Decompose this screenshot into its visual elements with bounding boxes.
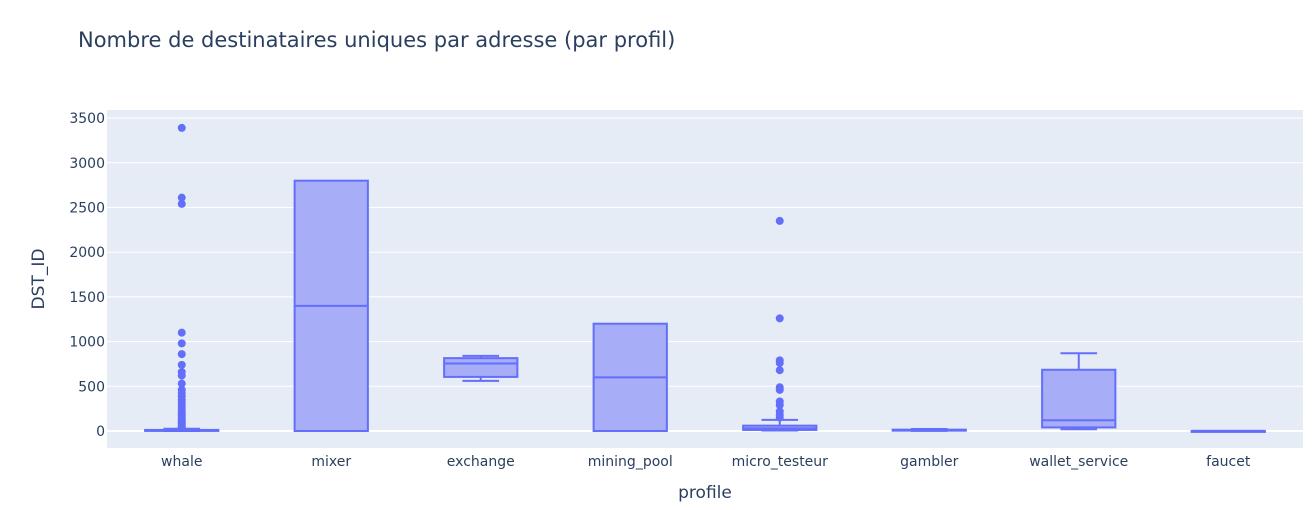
x-tick-label: micro_testeur	[732, 454, 829, 470]
box-mixer	[293, 179, 369, 432]
y-tick-label: 1500	[69, 290, 105, 306]
y-tick-label: 1000	[69, 335, 105, 351]
outlier-point	[177, 379, 186, 388]
outlier-point	[177, 424, 186, 433]
box-exchange	[443, 354, 519, 382]
y-tick-label: 2500	[69, 201, 105, 217]
box-micro-testeur	[742, 216, 818, 432]
outlier-point	[177, 328, 186, 337]
outlier-point	[775, 413, 784, 422]
boxes	[144, 123, 1266, 433]
outlier-point	[775, 359, 784, 368]
box-body	[443, 357, 519, 378]
chart-title: Nombre de destinataires uniques par adre…	[78, 28, 676, 52]
x-tick-label: wallet_service	[1029, 454, 1128, 470]
y-tick-label: 3000	[69, 156, 105, 172]
outlier-point	[775, 216, 784, 225]
box-whale	[144, 123, 220, 433]
x-axis-title: profile	[678, 483, 732, 503]
outlier-point	[177, 360, 186, 369]
outlier-point	[177, 193, 186, 202]
box-faucet	[1190, 429, 1266, 433]
x-tick-label: faucet	[1206, 454, 1251, 470]
x-axis-ticks: whale mixer exchange mining_pool micro_teste…	[161, 454, 1251, 470]
x-tick-label: exchange	[447, 454, 515, 470]
outlier-point	[775, 385, 784, 394]
y-axis-title: DST_ID	[29, 249, 49, 310]
x-tick-label: mixer	[311, 454, 351, 470]
outlier-point	[775, 314, 784, 323]
box-body	[1041, 368, 1117, 429]
y-tick-label: 0	[96, 424, 105, 440]
outlier-point	[177, 371, 186, 380]
outlier-point	[177, 199, 186, 208]
outlier-point	[177, 339, 186, 348]
x-tick-label: gambler	[900, 454, 958, 470]
outlier-point	[775, 366, 784, 375]
outlier-point	[775, 401, 784, 410]
y-tick-label: 2000	[69, 245, 105, 261]
x-tick-label: whale	[161, 454, 202, 470]
box-mining-pool	[592, 322, 668, 432]
box-gambler	[891, 428, 967, 432]
plot-area	[107, 110, 1303, 448]
y-tick-label: 500	[78, 379, 105, 395]
x-tick-label: mining_pool	[588, 454, 673, 470]
box-wallet-service	[1041, 352, 1117, 431]
y-tick-label: 3500	[69, 111, 105, 127]
y-axis-ticks: 0 500 1000 1500 2000 2500 3000 3500	[69, 111, 105, 440]
outlier-point	[177, 350, 186, 359]
outlier-point	[177, 123, 186, 132]
